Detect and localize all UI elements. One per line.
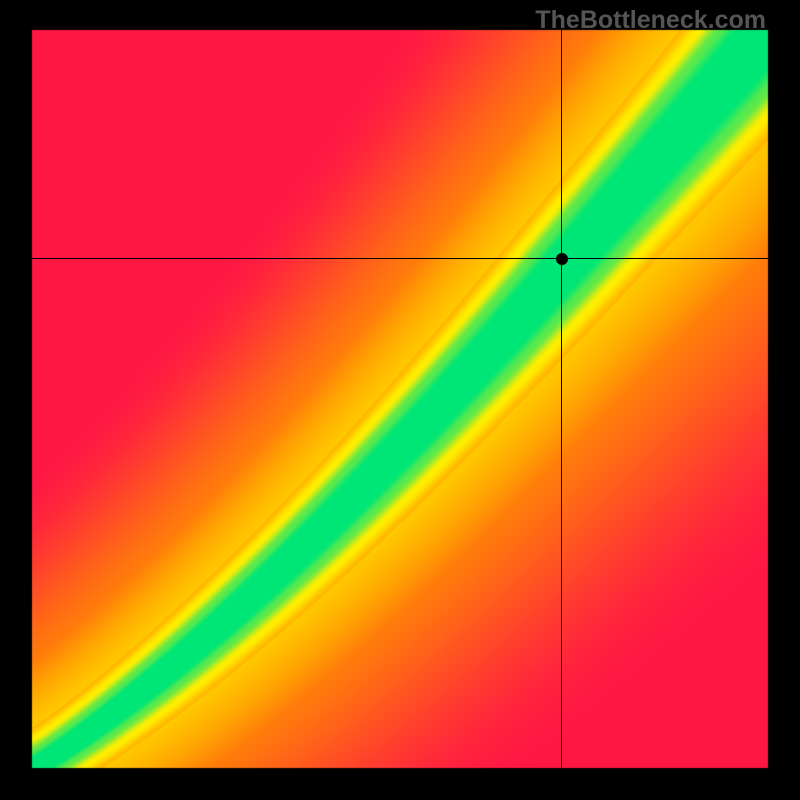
watermark-text: TheBottleneck.com [535, 6, 766, 35]
crosshair-horizontal [32, 258, 768, 259]
marker-dot [556, 253, 568, 265]
chart-container: TheBottleneck.com [0, 0, 800, 800]
crosshair-vertical [561, 30, 562, 768]
bottleneck-heatmap [0, 0, 800, 800]
